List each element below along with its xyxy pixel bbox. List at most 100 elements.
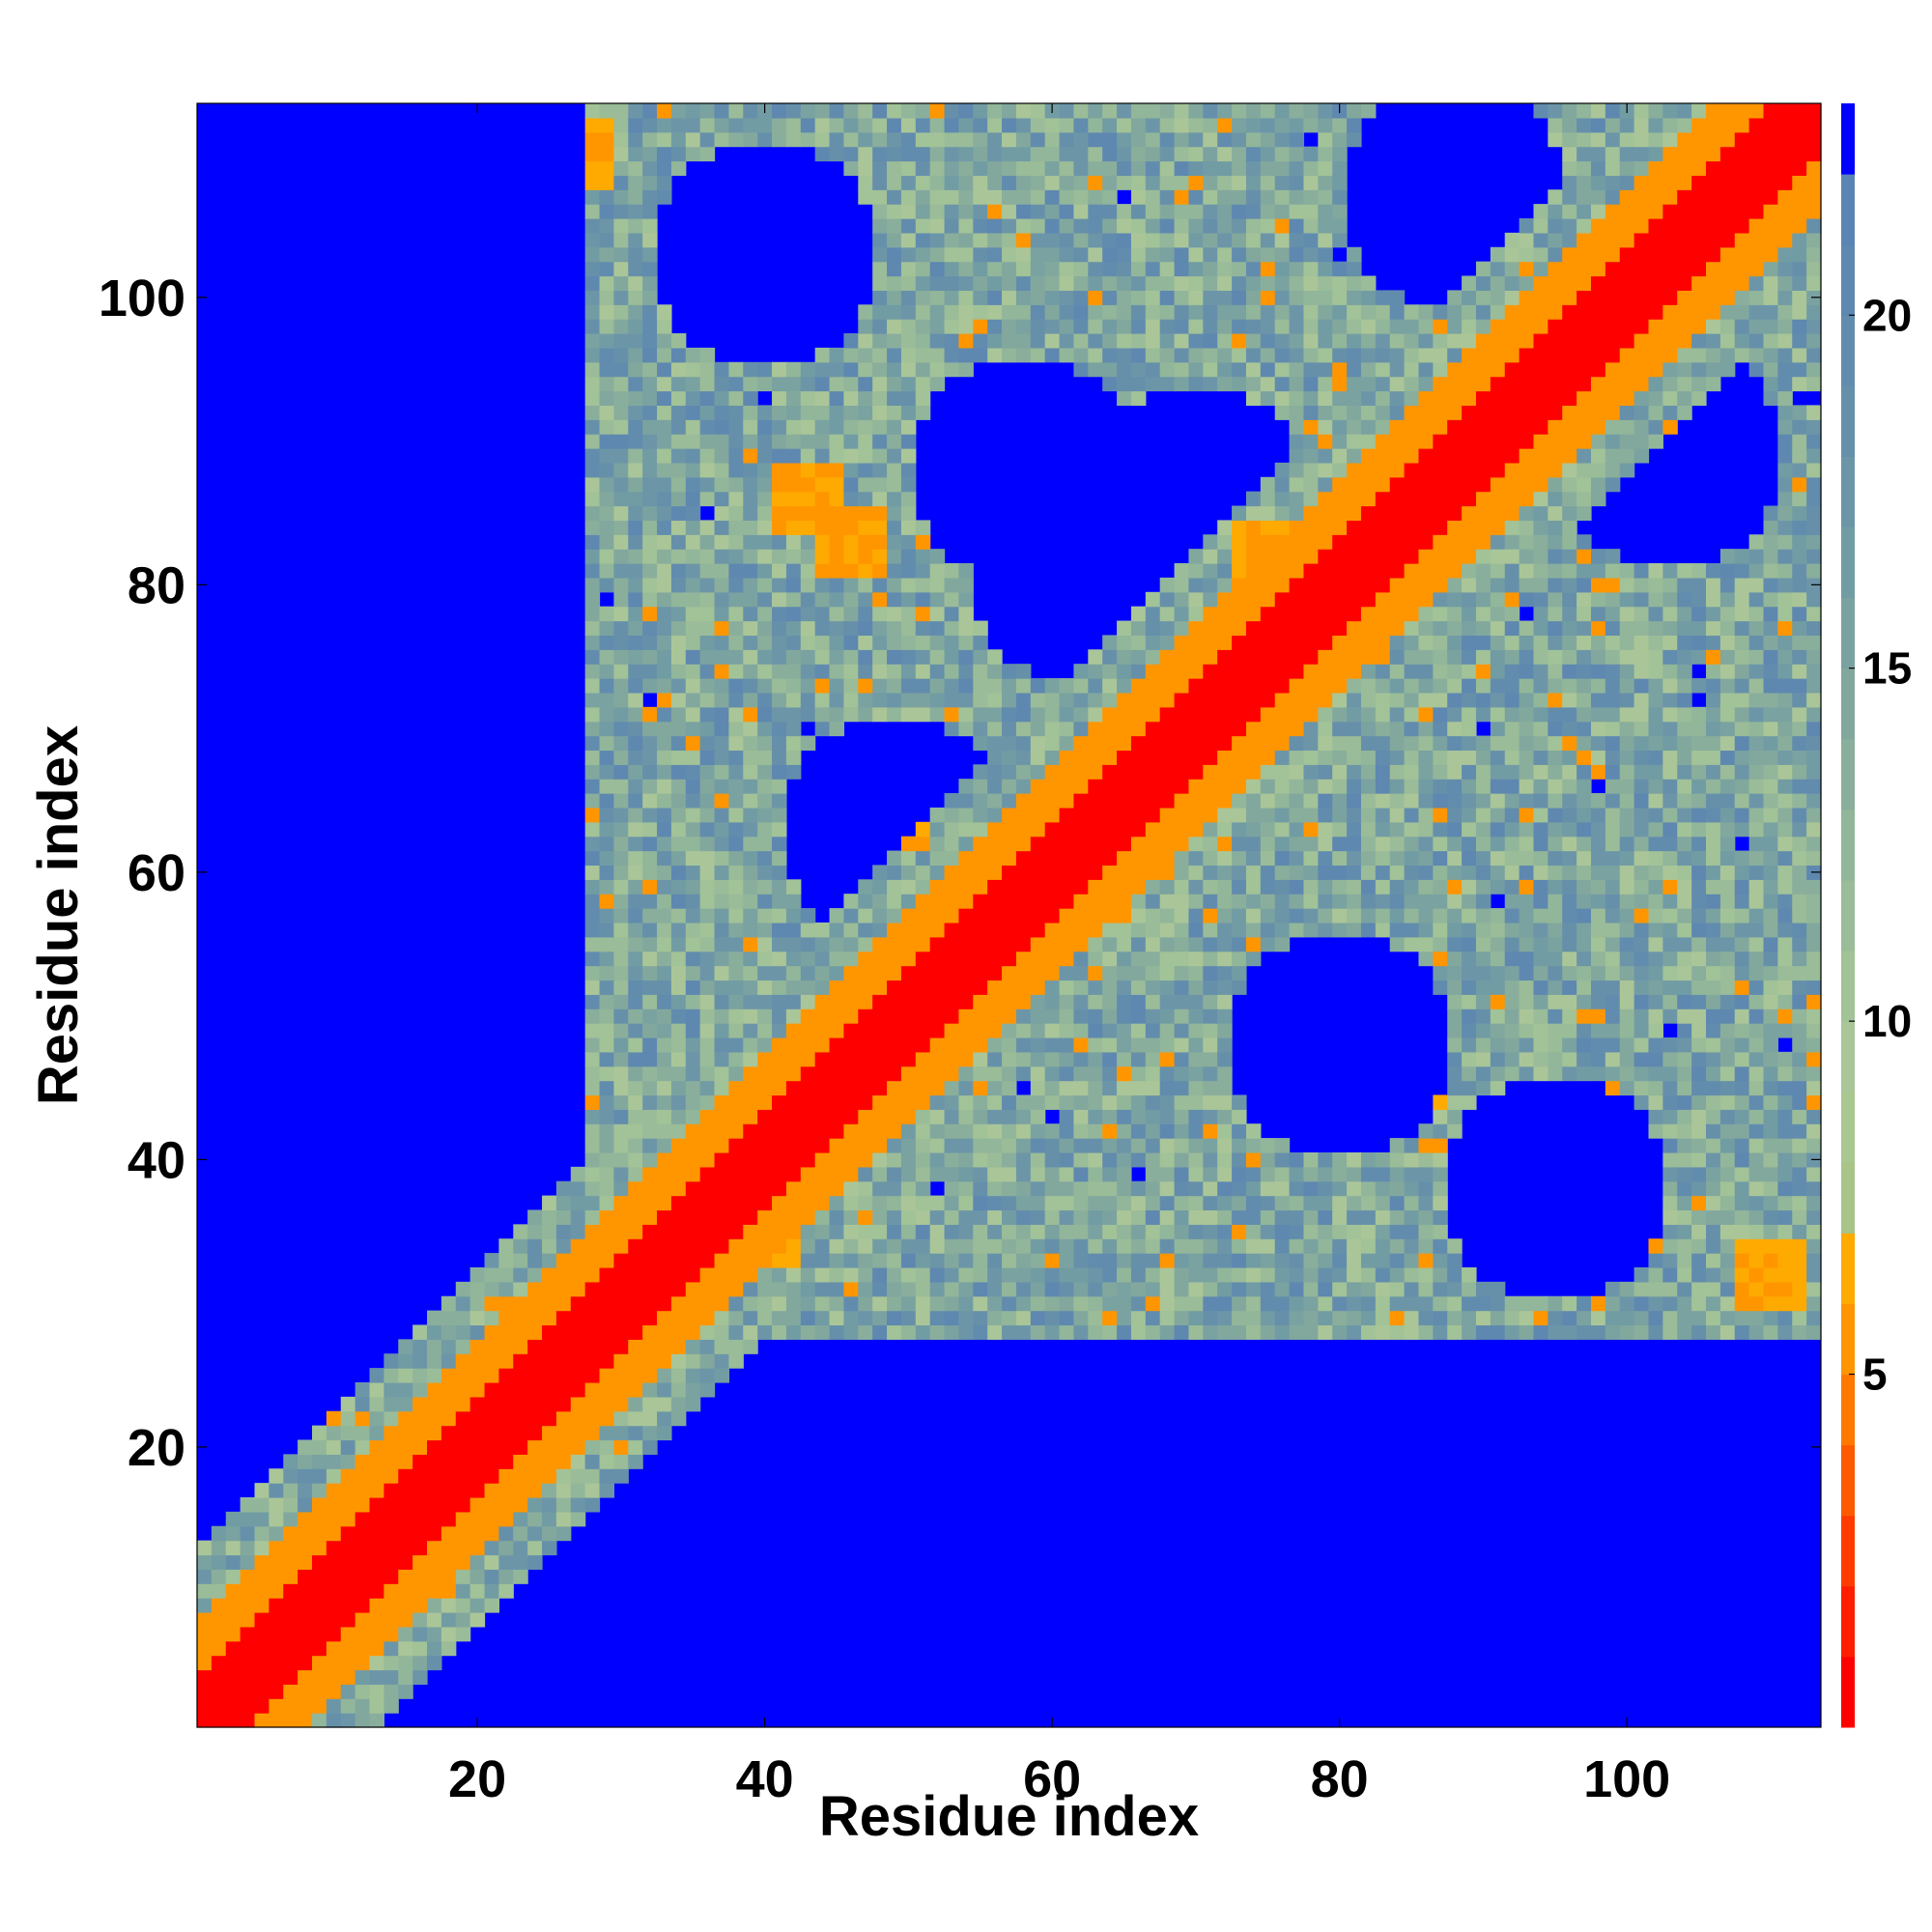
heatmap-cell	[1418, 894, 1434, 909]
heatmap-cell	[1117, 1195, 1132, 1211]
heatmap-cell	[858, 476, 873, 493]
heatmap-cell	[1303, 865, 1319, 880]
heatmap-cell	[484, 1454, 499, 1469]
heatmap-cell	[800, 1224, 816, 1239]
heatmap-cell	[728, 965, 744, 981]
heatmap-cell	[1015, 275, 1032, 291]
heatmap-cell	[1347, 1238, 1362, 1254]
heatmap-cell	[369, 1410, 384, 1427]
heatmap-cell	[1015, 1065, 1032, 1082]
heatmap-cell	[1245, 103, 1262, 119]
heatmap-cell	[1289, 376, 1305, 392]
heatmap-cell	[340, 1655, 356, 1671]
heatmap-cell	[527, 1439, 543, 1455]
heatmap-cell	[685, 750, 701, 765]
heatmap-cell	[1145, 836, 1161, 852]
heatmap-cell	[398, 1598, 413, 1613]
heatmap-cell	[1030, 1310, 1046, 1326]
heatmap-cell	[973, 117, 988, 133]
heatmap-cell	[1360, 649, 1377, 665]
heatmap-cell	[197, 1669, 213, 1685]
heatmap-cell	[1088, 936, 1103, 952]
heatmap-cell	[1203, 965, 1218, 981]
heatmap-cell	[1404, 520, 1420, 535]
heatmap-cell	[900, 505, 917, 522]
heatmap-cell	[1360, 1324, 1377, 1340]
heatmap-cell	[829, 1180, 845, 1197]
heatmap-cell	[887, 462, 902, 478]
heatmap-cell	[283, 1569, 298, 1584]
heatmap-cell	[1174, 620, 1190, 637]
heatmap-cell	[211, 1713, 227, 1728]
heatmap-cell	[843, 1051, 859, 1067]
heatmap-cell	[1318, 879, 1333, 895]
heatmap-cell	[929, 807, 946, 823]
heatmap-cell	[440, 1554, 457, 1570]
heatmap-cell	[1260, 1324, 1276, 1340]
heatmap-cell	[743, 750, 758, 765]
heatmap-cell	[829, 1009, 845, 1024]
heatmap-cell	[628, 706, 643, 723]
heatmap-cell	[958, 1109, 974, 1124]
heatmap-cell	[1289, 894, 1305, 909]
heatmap-cell	[670, 462, 687, 478]
heatmap-cell	[642, 620, 658, 637]
heatmap-cell	[714, 405, 730, 420]
heatmap-cell	[858, 1065, 873, 1082]
heatmap-cell	[1332, 534, 1348, 550]
heatmap-cell	[599, 1180, 615, 1197]
heatmap-cell	[513, 1540, 528, 1556]
heatmap-cell	[584, 232, 601, 248]
heatmap-cell	[1375, 534, 1391, 550]
heatmap-cell	[858, 1138, 873, 1153]
heatmap-cell	[1030, 1051, 1046, 1067]
heatmap-cell	[1117, 1123, 1132, 1139]
heatmap-cell	[628, 1253, 643, 1268]
heatmap-cell	[1102, 894, 1118, 909]
heatmap-cell	[1217, 1094, 1233, 1110]
heatmap-cell	[1015, 821, 1032, 838]
heatmap-cell	[1002, 1281, 1017, 1297]
heatmap-cell	[1088, 261, 1103, 277]
heatmap-cell	[743, 1023, 758, 1038]
heatmap-cell	[1318, 908, 1333, 923]
heatmap-cell	[785, 1266, 802, 1283]
heatmap-cell	[1217, 1009, 1233, 1024]
heatmap-cell	[642, 994, 658, 1009]
heatmap-cell	[915, 994, 931, 1009]
heatmap-cell	[685, 405, 701, 420]
heatmap-cell	[1117, 275, 1132, 291]
heatmap-cell	[900, 664, 917, 679]
heatmap-cell	[1044, 1051, 1061, 1067]
heatmap-cell	[1102, 1209, 1118, 1225]
heatmap-cell	[915, 1266, 931, 1283]
heatmap-cell	[1318, 678, 1333, 694]
heatmap-cell	[1203, 980, 1218, 995]
heatmap-cell	[800, 1065, 816, 1082]
heatmap-cell	[628, 1023, 643, 1038]
heatmap-cell	[1404, 405, 1420, 420]
heatmap-cell	[1332, 261, 1348, 277]
heatmap-cell	[1418, 591, 1434, 608]
heatmap-cell	[900, 1310, 917, 1326]
heatmap-cell	[542, 1410, 557, 1427]
heatmap-cell	[1102, 793, 1118, 809]
heatmap-cell	[1102, 1166, 1118, 1182]
heatmap-cell	[829, 1195, 845, 1211]
heatmap-cell	[1289, 821, 1305, 838]
heatmap-cell	[915, 131, 931, 148]
heatmap-cell	[829, 965, 845, 981]
heatmap-cell	[484, 1598, 499, 1613]
heatmap-cell	[1375, 304, 1391, 320]
heatmap-cell	[670, 850, 687, 867]
heatmap-cell	[1462, 534, 1477, 550]
heatmap-cell	[613, 577, 629, 593]
heatmap-cell	[584, 117, 601, 133]
heatmap-cell	[887, 908, 902, 923]
heatmap-cell	[355, 1611, 371, 1628]
heatmap-cell	[887, 448, 902, 464]
heatmap-cell	[642, 1180, 658, 1197]
heatmap-cell	[1174, 1266, 1190, 1283]
heatmap-cell	[1130, 1009, 1147, 1024]
heatmap-cell	[685, 1138, 701, 1153]
